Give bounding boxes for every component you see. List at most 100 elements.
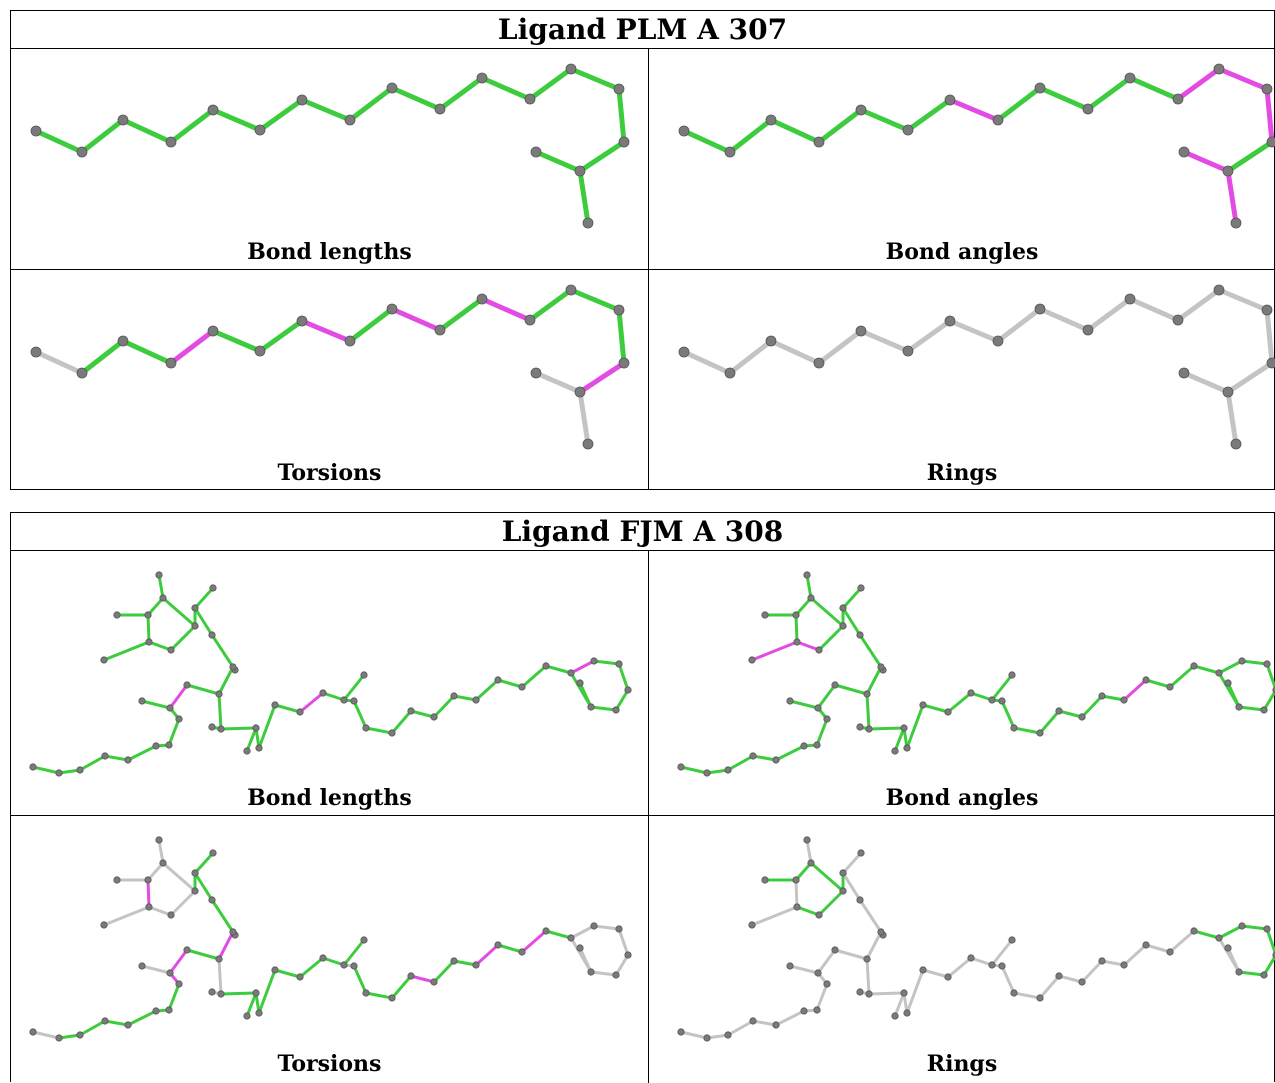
- atom: [155, 571, 163, 579]
- atom: [360, 936, 368, 944]
- bond: [577, 168, 591, 226]
- cell-label: Torsions: [277, 460, 382, 486]
- atom: [1166, 948, 1174, 956]
- atom: [144, 611, 152, 619]
- atom: [748, 921, 756, 929]
- panel-title: Ligand PLM A 307: [11, 11, 1274, 49]
- atom: [761, 876, 769, 884]
- bond: [1262, 688, 1275, 712]
- bond-group: [33, 66, 627, 226]
- bond: [816, 683, 837, 710]
- bond: [298, 956, 325, 979]
- bond: [527, 287, 574, 323]
- atom: [856, 631, 864, 639]
- bond: [865, 665, 883, 696]
- atom: [944, 94, 956, 106]
- atom: [1190, 927, 1198, 935]
- bond: [520, 664, 548, 689]
- atom-group: [678, 284, 1275, 450]
- bond: [1265, 927, 1275, 957]
- atom: [145, 903, 153, 911]
- cell-rings: Rings: [649, 816, 1275, 1081]
- bond: [865, 930, 883, 961]
- atom: [900, 989, 908, 997]
- cell-label: Bond lengths: [247, 239, 412, 265]
- atom: [296, 973, 304, 981]
- atom: [1263, 660, 1271, 668]
- bond-group: [679, 838, 1275, 1040]
- atom: [772, 756, 780, 764]
- bond: [726, 1019, 755, 1037]
- bond: [817, 889, 845, 917]
- bond-group: [681, 66, 1275, 226]
- atom: [472, 961, 480, 969]
- atom: [590, 922, 598, 930]
- bond: [867, 726, 906, 731]
- bond: [569, 659, 596, 675]
- atom: [1213, 63, 1225, 75]
- bond: [841, 606, 862, 637]
- atom: [1178, 146, 1190, 158]
- bond: [452, 959, 478, 967]
- atom: [296, 708, 304, 716]
- bond: [432, 694, 456, 719]
- bond: [816, 107, 864, 145]
- atom: [786, 697, 794, 705]
- bond: [858, 107, 911, 133]
- atom: [76, 146, 88, 158]
- atom: [101, 1017, 109, 1025]
- bond: [496, 678, 524, 689]
- atom: [803, 571, 811, 579]
- atom: [998, 962, 1006, 970]
- atom: [565, 63, 577, 75]
- bond: [103, 1019, 130, 1027]
- bond: [617, 662, 630, 692]
- bond: [79, 117, 126, 155]
- atom: [749, 752, 757, 760]
- atom: [813, 136, 825, 148]
- atom: [765, 114, 777, 126]
- bond: [146, 596, 165, 617]
- atom: [865, 725, 873, 733]
- atom: [155, 836, 163, 844]
- atom: [839, 604, 847, 612]
- bond: [681, 128, 733, 155]
- atom: [587, 703, 595, 711]
- bond: [1057, 974, 1084, 984]
- bond: [437, 296, 485, 333]
- atom: [677, 1028, 685, 1036]
- bond: [347, 306, 395, 344]
- bond: [795, 640, 821, 652]
- bond: [577, 139, 627, 174]
- atom: [542, 662, 550, 670]
- bond: [533, 149, 583, 174]
- bond: [103, 754, 130, 762]
- bond: [990, 673, 1014, 702]
- atom: [243, 747, 251, 755]
- bond: [352, 699, 368, 730]
- atom: [576, 679, 584, 687]
- bond: [841, 871, 862, 902]
- bond: [544, 664, 573, 675]
- bond: [809, 861, 845, 893]
- molecule-structure: [29, 836, 632, 1042]
- atom: [856, 896, 864, 904]
- atom: [1235, 703, 1243, 711]
- atom: [1215, 669, 1223, 677]
- bond: [120, 338, 174, 366]
- bond: [257, 97, 305, 133]
- atom: [891, 747, 899, 755]
- atom: [582, 217, 594, 229]
- atom: [450, 692, 458, 700]
- bond: [969, 691, 994, 702]
- bond: [1226, 946, 1241, 974]
- atom: [117, 114, 129, 126]
- atom: [1230, 217, 1242, 229]
- atom: [703, 769, 711, 777]
- bond: [452, 694, 478, 702]
- bond: [147, 640, 173, 652]
- atom: [340, 696, 348, 704]
- bond: [1080, 694, 1104, 719]
- bond: [31, 1030, 61, 1040]
- bond: [795, 905, 821, 917]
